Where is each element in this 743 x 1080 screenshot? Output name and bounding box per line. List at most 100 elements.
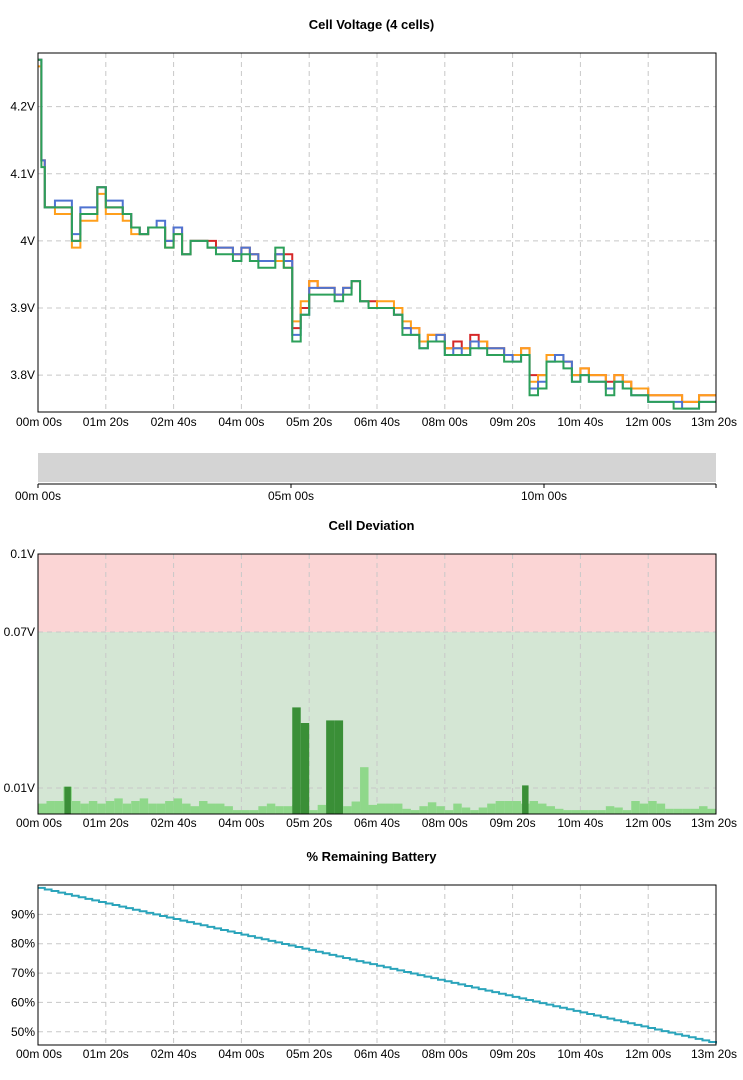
deviation-bar [419,806,428,814]
deviation-bar [131,801,140,814]
deviation-bar [682,808,691,814]
y-tick-label: 60% [11,995,35,1009]
deviation-bar [436,806,445,814]
deviation-bar [309,810,318,814]
deviation-chart-title: Cell Deviation [328,518,415,533]
deviation-bar [165,801,174,814]
deviation-bar [215,803,225,814]
battery-chart-title: % Remaining Battery [306,849,437,864]
deviation-bar [580,810,589,814]
deviation-bar [173,798,183,814]
scrubber-label: 05m 00s [268,489,314,503]
x-tick-label: 12m 00s [625,415,671,429]
deviation-bar [453,803,462,814]
deviation-bar [605,806,615,814]
x-tick-label: 04m 00s [218,415,264,429]
deviation-bar [554,808,564,814]
deviation-bar [38,803,47,814]
y-tick-label: 3.8V [10,368,35,382]
deviation-bar [46,801,55,814]
deviation-bar [588,810,598,814]
x-tick-label: 00m 00s [16,1047,62,1061]
x-tick-label: 05m 20s [286,415,332,429]
deviation-bar [538,803,547,814]
deviation-bar [656,803,666,814]
x-tick-label: 04m 00s [218,1047,264,1061]
deviation-bar [182,803,191,814]
deviation-bar [504,801,513,814]
x-tick-label: 06m 40s [354,1047,400,1061]
x-tick-label: 08m 00s [422,816,468,830]
x-tick-label: 10m 40s [557,415,603,429]
deviation-bar [665,808,674,814]
time-scrubber[interactable]: 00m 00s 05m 00s 10m 00s [0,440,743,510]
deviation-bar [258,806,267,814]
deviation-bar [241,810,250,814]
deviation-bar [232,810,242,814]
x-tick-label: 08m 00s [422,1047,468,1061]
deviation-bar [690,808,700,814]
deviation-bar [377,803,386,814]
x-tick-label: 09m 20s [490,415,536,429]
deviation-bar [317,804,327,814]
deviation-peak-bar [522,785,529,814]
y-tick-label: 0.1V [10,547,35,561]
deviation-bar [351,801,361,814]
voltage-chart-title: Cell Voltage (4 cells) [308,17,435,32]
deviation-peak-bar [64,786,71,814]
deviation-bar [461,807,471,814]
deviation-bar [597,810,606,814]
deviation-bar [199,801,208,814]
plot-border [37,884,717,1046]
deviation-bar [614,807,623,814]
deviation-peak-bar [326,720,335,814]
y-tick-label: 0.01V [4,781,35,795]
deviation-bar [546,806,555,814]
y-tick-label: 70% [11,966,35,980]
x-tick-label: 06m 40s [354,415,400,429]
x-tick-label: 08m 00s [422,415,468,429]
x-tick-label: 01m 20s [83,415,129,429]
scrubber-track [38,453,716,482]
scrubber-label: 10m 00s [521,489,567,503]
y-tick-label: 90% [11,907,35,921]
voltage-chart[interactable]: 3.8V 3.9V 4V 4.1V 4.2V 00m 00s 01m 20s 02m 40s 0… [0,0,743,440]
deviation-bar [495,801,505,814]
deviation-bar [622,810,632,814]
x-tick-label: 06m 40s [354,816,400,830]
x-tick-label: 01m 20s [83,1047,129,1061]
deviation-bar [190,806,200,814]
deviation-bar [360,767,369,814]
deviation-bar [529,801,539,814]
deviation-peak-bar [300,723,310,814]
deviation-bar [478,807,488,814]
x-tick-label: 00m 00s [16,415,62,429]
x-tick-label: 09m 20s [490,1047,536,1061]
deviation-bar [114,798,123,814]
x-tick-label: 02m 40s [151,816,197,830]
y-tick-label: 50% [11,1025,35,1039]
deviation-bar [410,810,420,814]
deviation-bar [122,803,132,814]
x-tick-label: 00m 00s [16,816,62,830]
deviation-bar [54,801,64,814]
y-tick-label: 4.1V [10,167,35,181]
deviation-bar [249,810,259,814]
deviation-bar [368,804,377,814]
deviation-bar [148,803,157,814]
y-tick-label: 4V [20,234,35,248]
x-tick-label: 13m 20s [691,415,737,429]
x-tick-label: 13m 20s [691,1047,737,1061]
plot-border [37,553,717,815]
deviation-bar [88,801,98,814]
deviation-bar [105,801,115,814]
deviation-chart[interactable]: 0.01V 0.07V 0.1V 00m 00s 01m 20s 02m 40s 04m 0… [0,0,743,840]
y-tick-label: 4.2V [10,100,35,114]
battery-series-line [38,886,717,1044]
deviation-bar [266,803,276,814]
deviation-bar [563,810,572,814]
deviation-bar [402,808,411,814]
x-tick-label: 04m 00s [218,816,264,830]
x-tick-label: 02m 40s [151,415,197,429]
